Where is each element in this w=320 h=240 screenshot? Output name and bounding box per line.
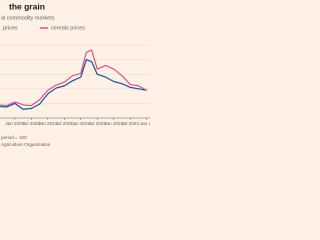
x-tick-label: Jan 2022 xyxy=(71,121,90,126)
x-tick-label: Jul 2022 xyxy=(89,121,107,126)
x-tick-label: Jul 2021 xyxy=(56,121,74,126)
x-tick-label: Jan 20 xyxy=(140,121,150,126)
source-note: Agriculture Organization xyxy=(1,142,51,147)
chart: the grain al commodity markets prices cer… xyxy=(0,1,150,147)
chart-title: the grain xyxy=(9,1,45,11)
x-tick-label: Jul 2020 xyxy=(23,121,41,126)
chart-subtitle: al commodity markets xyxy=(1,15,55,21)
x-tick-label: Jan 2020 xyxy=(5,121,24,126)
data-line xyxy=(0,49,147,107)
legend-label: prices xyxy=(3,25,18,31)
data-line xyxy=(0,59,147,110)
legend: prices cereals prices xyxy=(3,25,85,31)
x-tick-label: Jul 2023 xyxy=(122,121,140,126)
x-tick-label: Jan 2021 xyxy=(38,121,57,126)
source-note: period = 100 xyxy=(1,135,27,140)
legend-label: cereals prices xyxy=(51,25,85,31)
x-tick-label: Jan 2023 xyxy=(104,121,123,126)
